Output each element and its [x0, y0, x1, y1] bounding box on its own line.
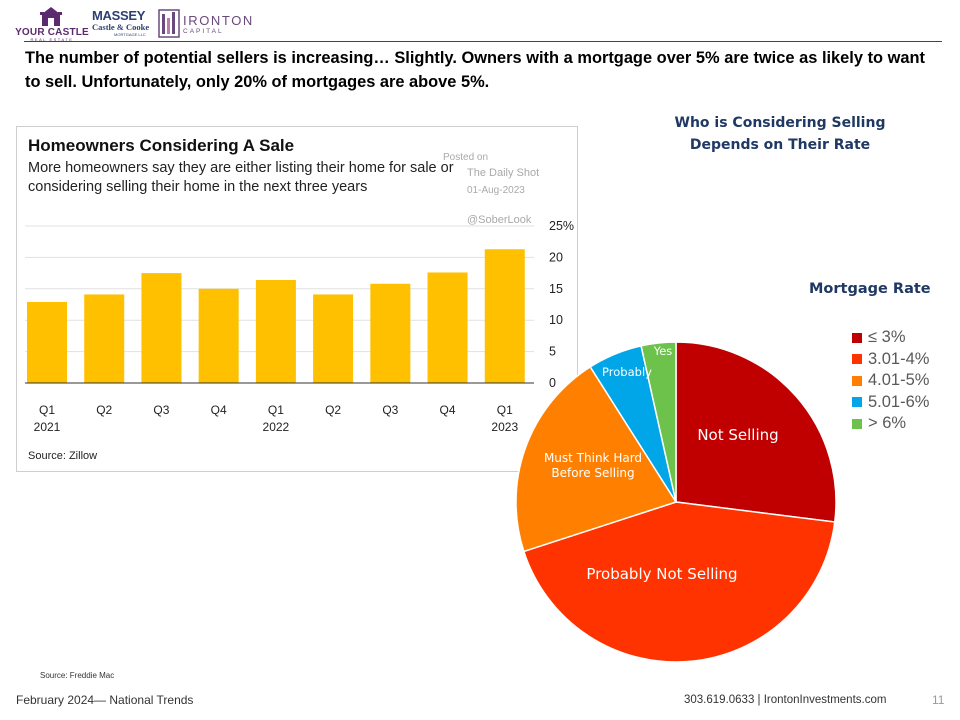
x-tick-label: Q4 — [440, 403, 456, 417]
bar — [370, 283, 411, 383]
bar — [84, 294, 125, 383]
x-tick-label: Q3 — [153, 403, 169, 417]
x-tick-label: Q3 — [382, 403, 398, 417]
pie-slice-label: Yes — [653, 344, 673, 358]
legend-swatch — [852, 354, 862, 365]
pie-slice — [675, 341, 837, 523]
footer-date-section: February 2024— National Trends — [16, 693, 194, 707]
watermark-handle: @SoberLook — [467, 214, 532, 226]
y-tick-label: 0 — [549, 376, 556, 390]
bar-chart-subtitle: More homeowners say they are either list… — [28, 160, 454, 195]
legend-item: 4.01-5% — [852, 370, 929, 392]
legend-label: > 6% — [868, 414, 907, 433]
y-tick-label: 5 — [549, 345, 556, 359]
x-tick-label: Q1 — [268, 403, 284, 417]
pie-title-line-1: Who is Considering Selling — [674, 115, 886, 131]
x-tick-label: Q2 — [325, 403, 341, 417]
legend-swatch — [852, 397, 862, 408]
legend-label: 5.01-6% — [868, 392, 930, 411]
bar-chart-card: Homeowners Considering A Sale More homeo… — [16, 126, 578, 472]
watermark-posted-on: Posted on — [443, 152, 489, 163]
legend-swatch — [852, 375, 862, 386]
bar-chart-title: Homeowners Considering A Sale — [28, 136, 295, 155]
bar — [427, 272, 468, 383]
y-tick-label: 15 — [549, 282, 563, 296]
pie-chart-title: Who is Considering Selling Depends on Th… — [660, 112, 900, 156]
pie-title-line-2: Depends on Their Rate — [689, 137, 871, 153]
pie-slice-label: Probably Not Selling — [586, 565, 737, 583]
x-tick-year-label: 2023 — [491, 420, 518, 434]
page-number: 11 — [932, 693, 945, 707]
pie-legend: ≤ 3% 3.01-4% 4.01-5% 5.01-6% > 6% — [852, 327, 929, 435]
header-divider — [24, 41, 942, 42]
massey-logo: MASSEY Castle & Cooke MORTGAGE LLC — [92, 9, 156, 43]
legend-item: ≤ 3% — [852, 327, 929, 349]
castle-cooke-wordmark: Castle & Cooke — [92, 22, 150, 32]
bar — [313, 294, 354, 383]
ironton-subtitle: CAPITAL — [183, 28, 224, 35]
legend-title: Mortgage Rate — [809, 281, 931, 297]
castle-icon — [40, 7, 62, 26]
legend-item: > 6% — [852, 413, 929, 435]
bar — [27, 301, 67, 383]
y-tick-label: 25% — [549, 219, 574, 233]
legend-swatch — [852, 332, 862, 343]
watermark-date: 01-Aug-2023 — [467, 185, 525, 196]
bar — [484, 249, 525, 383]
mortgage-subtitle: MORTGAGE LLC — [114, 32, 146, 37]
pie-slice-label: Probably — [602, 365, 652, 379]
y-tick-label: 20 — [549, 250, 563, 264]
legend-item: 5.01-6% — [852, 392, 929, 414]
slide-headline: The number of potential sellers is incre… — [25, 49, 925, 91]
ironton-logo: IRONTON CAPITAL — [158, 8, 253, 42]
bar — [198, 288, 239, 383]
legend-item: 3.01-4% — [852, 349, 929, 371]
your-castle-wordmark: YOUR CASTLE — [15, 27, 89, 38]
x-tick-label: Q1 — [497, 403, 513, 417]
legend-label: 4.01-5% — [868, 371, 930, 390]
massey-wordmark: MASSEY — [92, 8, 146, 23]
legend-swatch — [852, 418, 862, 429]
pie-slice — [522, 501, 836, 663]
x-tick-label: Q2 — [96, 403, 112, 417]
legend-label: 3.01-4% — [868, 349, 930, 368]
bar-chart-plot: 0 5 10 15 20 25% Q1 2021 Q2 Q3 Q4 Q1 2022 Q2 Q3 Q4 Q1 202… — [25, 219, 574, 434]
your-castle-logo: YOUR CASTLE REAL ESTATE — [12, 6, 92, 42]
x-tick-label: Q1 — [39, 403, 55, 417]
x-tick-label: Q4 — [211, 403, 227, 417]
legend-label: ≤ 3% — [868, 328, 906, 347]
footer-contact: 303.619.0633 | IrontonInvestments.com — [684, 694, 887, 706]
x-tick-year-label: 2022 — [263, 420, 290, 434]
bar-chart-source: Source: Zillow — [28, 450, 98, 462]
pie-source: Source: Freddie Mac — [40, 671, 115, 680]
pie-slice — [640, 341, 677, 503]
y-tick-label: 10 — [549, 313, 563, 327]
ironton-wordmark: IRONTON — [183, 13, 254, 28]
bar — [141, 273, 182, 383]
x-tick-year-label: 2021 — [34, 420, 61, 434]
your-castle-subtitle: REAL ESTATE — [30, 37, 74, 42]
pie-slice — [589, 344, 677, 503]
pie-slice-label: Not Selling — [697, 426, 778, 444]
bar — [255, 280, 296, 383]
watermark-daily-shot: The Daily Shot — [467, 167, 540, 179]
ironton-mark-icon — [158, 9, 180, 38]
